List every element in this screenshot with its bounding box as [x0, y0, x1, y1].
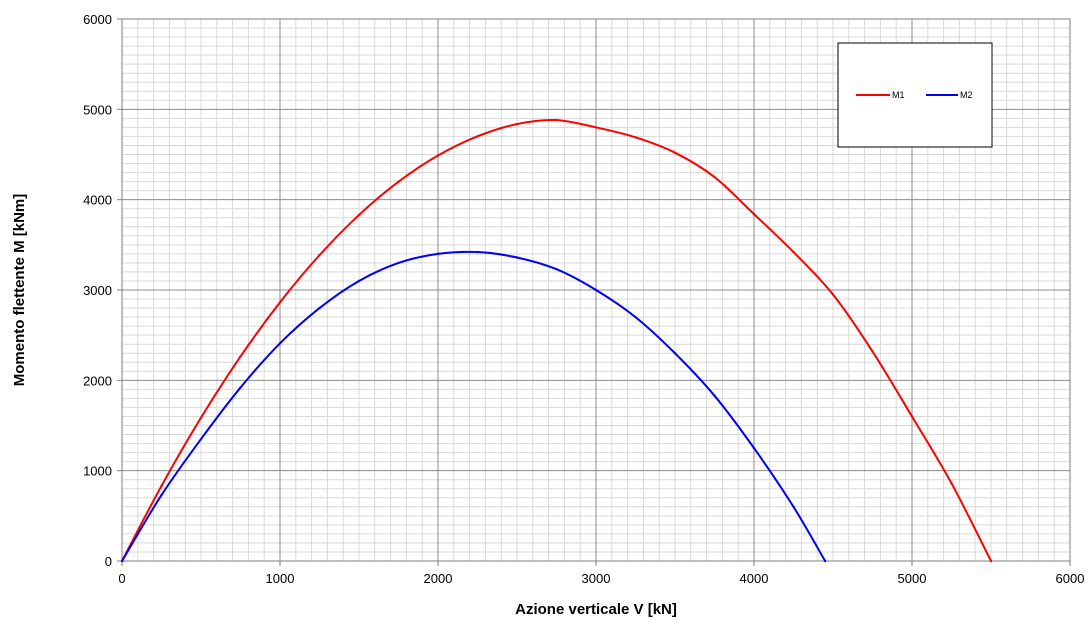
x-tick-label: 0 [118, 571, 125, 586]
y-tick-label: 5000 [83, 102, 112, 117]
data-point-m2 [476, 250, 479, 254]
x-axis-title: Azione verticale V [kN] [515, 601, 677, 618]
data-point-m1 [989, 559, 993, 563]
data-point-m2 [673, 352, 677, 355]
data-point-m2 [752, 446, 756, 450]
data-point-m1 [950, 482, 953, 485]
series-layer [120, 118, 993, 563]
data-point-m1 [160, 484, 163, 488]
legend: M1 M2 [837, 42, 993, 148]
data-point-m1 [634, 136, 637, 139]
data-point-m2 [318, 306, 321, 310]
data-point-m2 [160, 493, 163, 497]
data-point-m1 [673, 151, 677, 154]
y-tick-label: 0 [105, 554, 112, 569]
data-point-m2 [357, 279, 361, 283]
data-point-m2 [634, 315, 637, 319]
data-point-m1 [713, 175, 716, 179]
data-point-m2 [555, 268, 558, 271]
y-tick-label: 3000 [83, 283, 112, 298]
data-point-m2 [120, 559, 124, 563]
data-point-m1 [318, 253, 321, 257]
x-tick-label: 4000 [740, 571, 769, 586]
data-point-m1 [792, 250, 795, 254]
data-point-m1 [199, 416, 203, 419]
data-point-m1 [831, 293, 835, 296]
data-point-m1 [594, 126, 598, 129]
data-point-m2 [713, 394, 716, 397]
x-tick-label: 3000 [582, 571, 611, 586]
x-tick-label: 5000 [898, 571, 927, 586]
legend-label-m1: M1 [892, 90, 905, 100]
data-point-m1 [910, 415, 914, 418]
series-line-m2 [121, 250, 826, 562]
data-point-m1 [397, 180, 400, 183]
data-point-m2 [278, 342, 282, 345]
data-point-m2 [397, 261, 400, 265]
y-tick-label: 1000 [83, 464, 112, 479]
data-point-m2 [436, 252, 440, 256]
data-point-m1 [476, 135, 479, 138]
data-point-m2 [239, 386, 242, 389]
data-point-m2 [823, 559, 827, 563]
data-point-m1 [515, 122, 519, 126]
data-point-m1 [871, 350, 874, 353]
data-point-m2 [792, 505, 795, 508]
y-tick-label: 4000 [83, 193, 112, 208]
x-tick-label: 6000 [1056, 571, 1085, 586]
legend-label-m2: M2 [960, 90, 973, 100]
data-point-m2 [594, 288, 598, 292]
data-point-m1 [555, 118, 558, 122]
x-tick-label: 2000 [424, 571, 453, 586]
y-axis-ticks: 0 1000 2000 3000 4000 5000 6000 [83, 12, 122, 569]
data-point-m1 [239, 355, 242, 358]
data-point-m1 [752, 212, 756, 216]
data-point-m1 [357, 213, 361, 217]
y-tick-label: 2000 [83, 373, 112, 388]
data-point-m1 [436, 154, 440, 157]
series-line-m1 [121, 118, 992, 562]
x-axis-ticks: 0 1000 2000 3000 4000 5000 6000 [118, 561, 1084, 586]
data-point-m2 [199, 437, 203, 441]
y-tick-label: 6000 [83, 12, 112, 27]
x-tick-label: 1000 [266, 571, 295, 586]
y-axis-title: Momento flettente M [kNm] [11, 194, 28, 387]
data-point-m1 [278, 301, 282, 304]
data-point-m2 [515, 256, 519, 259]
